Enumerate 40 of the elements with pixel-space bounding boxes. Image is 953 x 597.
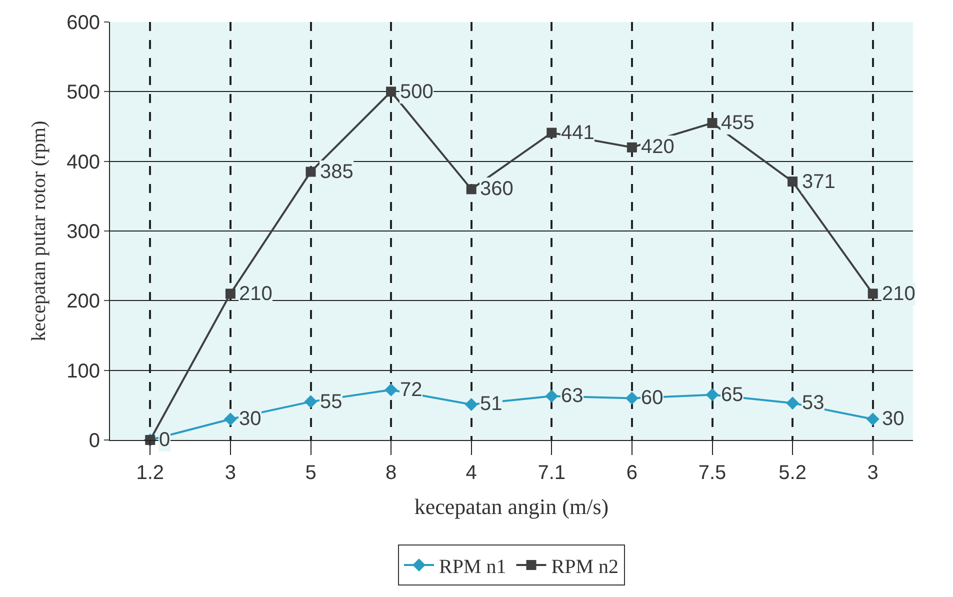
data-label: 420 [641,136,674,158]
x-tick-label: 5.2 [778,462,806,484]
data-label: 371 [802,171,836,193]
data-label: 360 [480,178,514,200]
y-tick-label: 600 [66,12,100,34]
x-tick-label: 3 [224,462,236,484]
y-tick-label: 200 [66,290,100,313]
legend-label: RPM n1 [439,556,506,578]
data-label: 210 [239,283,272,305]
data-label: 72 [400,379,422,401]
y-tick-label: 300 [66,221,100,243]
y-axis-title: kecepatan putar rotor (rpm) [28,120,50,342]
data-label: 30 [239,408,262,430]
data-label: 55 [320,391,342,413]
x-tick-label: 8 [385,462,397,484]
y-tick-label: 500 [66,82,100,104]
x-tick-label: 3 [867,462,878,484]
y-tick-label: 0 [88,430,100,452]
x-tick-label: 5 [305,462,316,484]
data-label: 500 [400,81,434,103]
data-label: 63 [561,385,584,407]
data-label: 60 [641,387,664,409]
x-tick-label: 6 [626,462,638,484]
data-label: 0 [159,429,170,451]
x-tick-label: 4 [466,462,477,484]
data-label: 53 [802,392,824,414]
data-label: 30 [882,408,904,430]
x-tick-label: 7.1 [538,462,566,484]
data-label: 65 [721,384,744,406]
y-tick-label: 100 [66,360,100,382]
data-label: 441 [561,122,594,144]
x-axis-title: kecepatan angin (m/s) [414,494,609,519]
data-label: 51 [480,393,502,415]
data-label: 385 [320,161,354,183]
legend-label: RPM n2 [551,556,618,578]
x-tick-label: 7.5 [698,462,726,484]
y-tick-label: 400 [66,151,100,174]
data-label: 455 [721,112,754,134]
x-tick-label: 1.2 [136,462,164,484]
data-label: 210 [882,283,916,305]
